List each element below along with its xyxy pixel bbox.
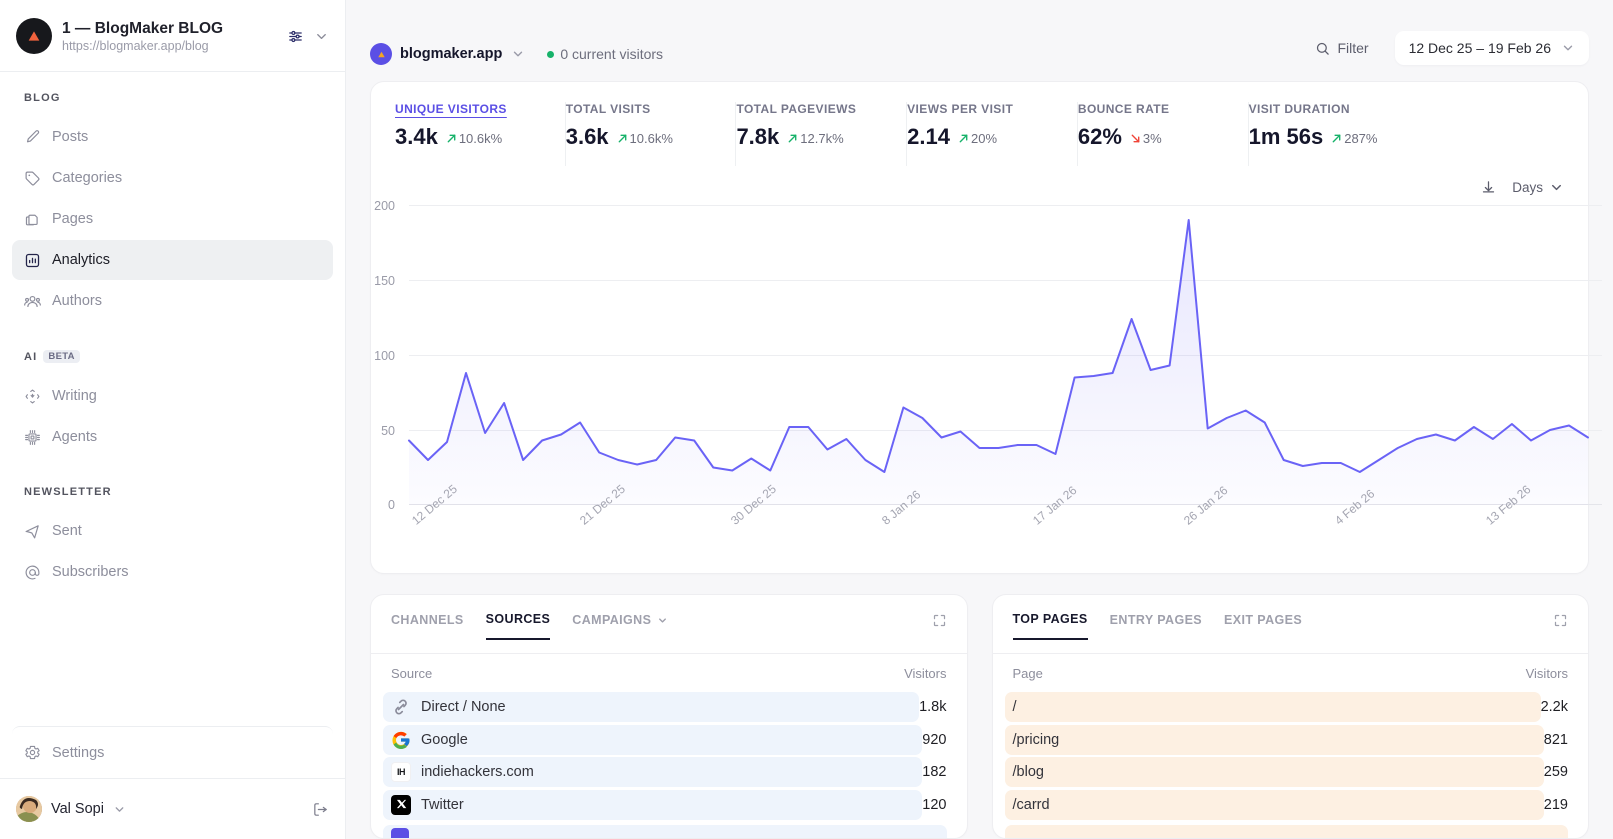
svg-text:50: 50 <box>381 424 395 438</box>
svg-text:100: 100 <box>374 349 395 363</box>
svg-text:150: 150 <box>374 274 395 288</box>
svg-text:200: 200 <box>374 199 395 213</box>
svg-text:0: 0 <box>388 498 395 512</box>
